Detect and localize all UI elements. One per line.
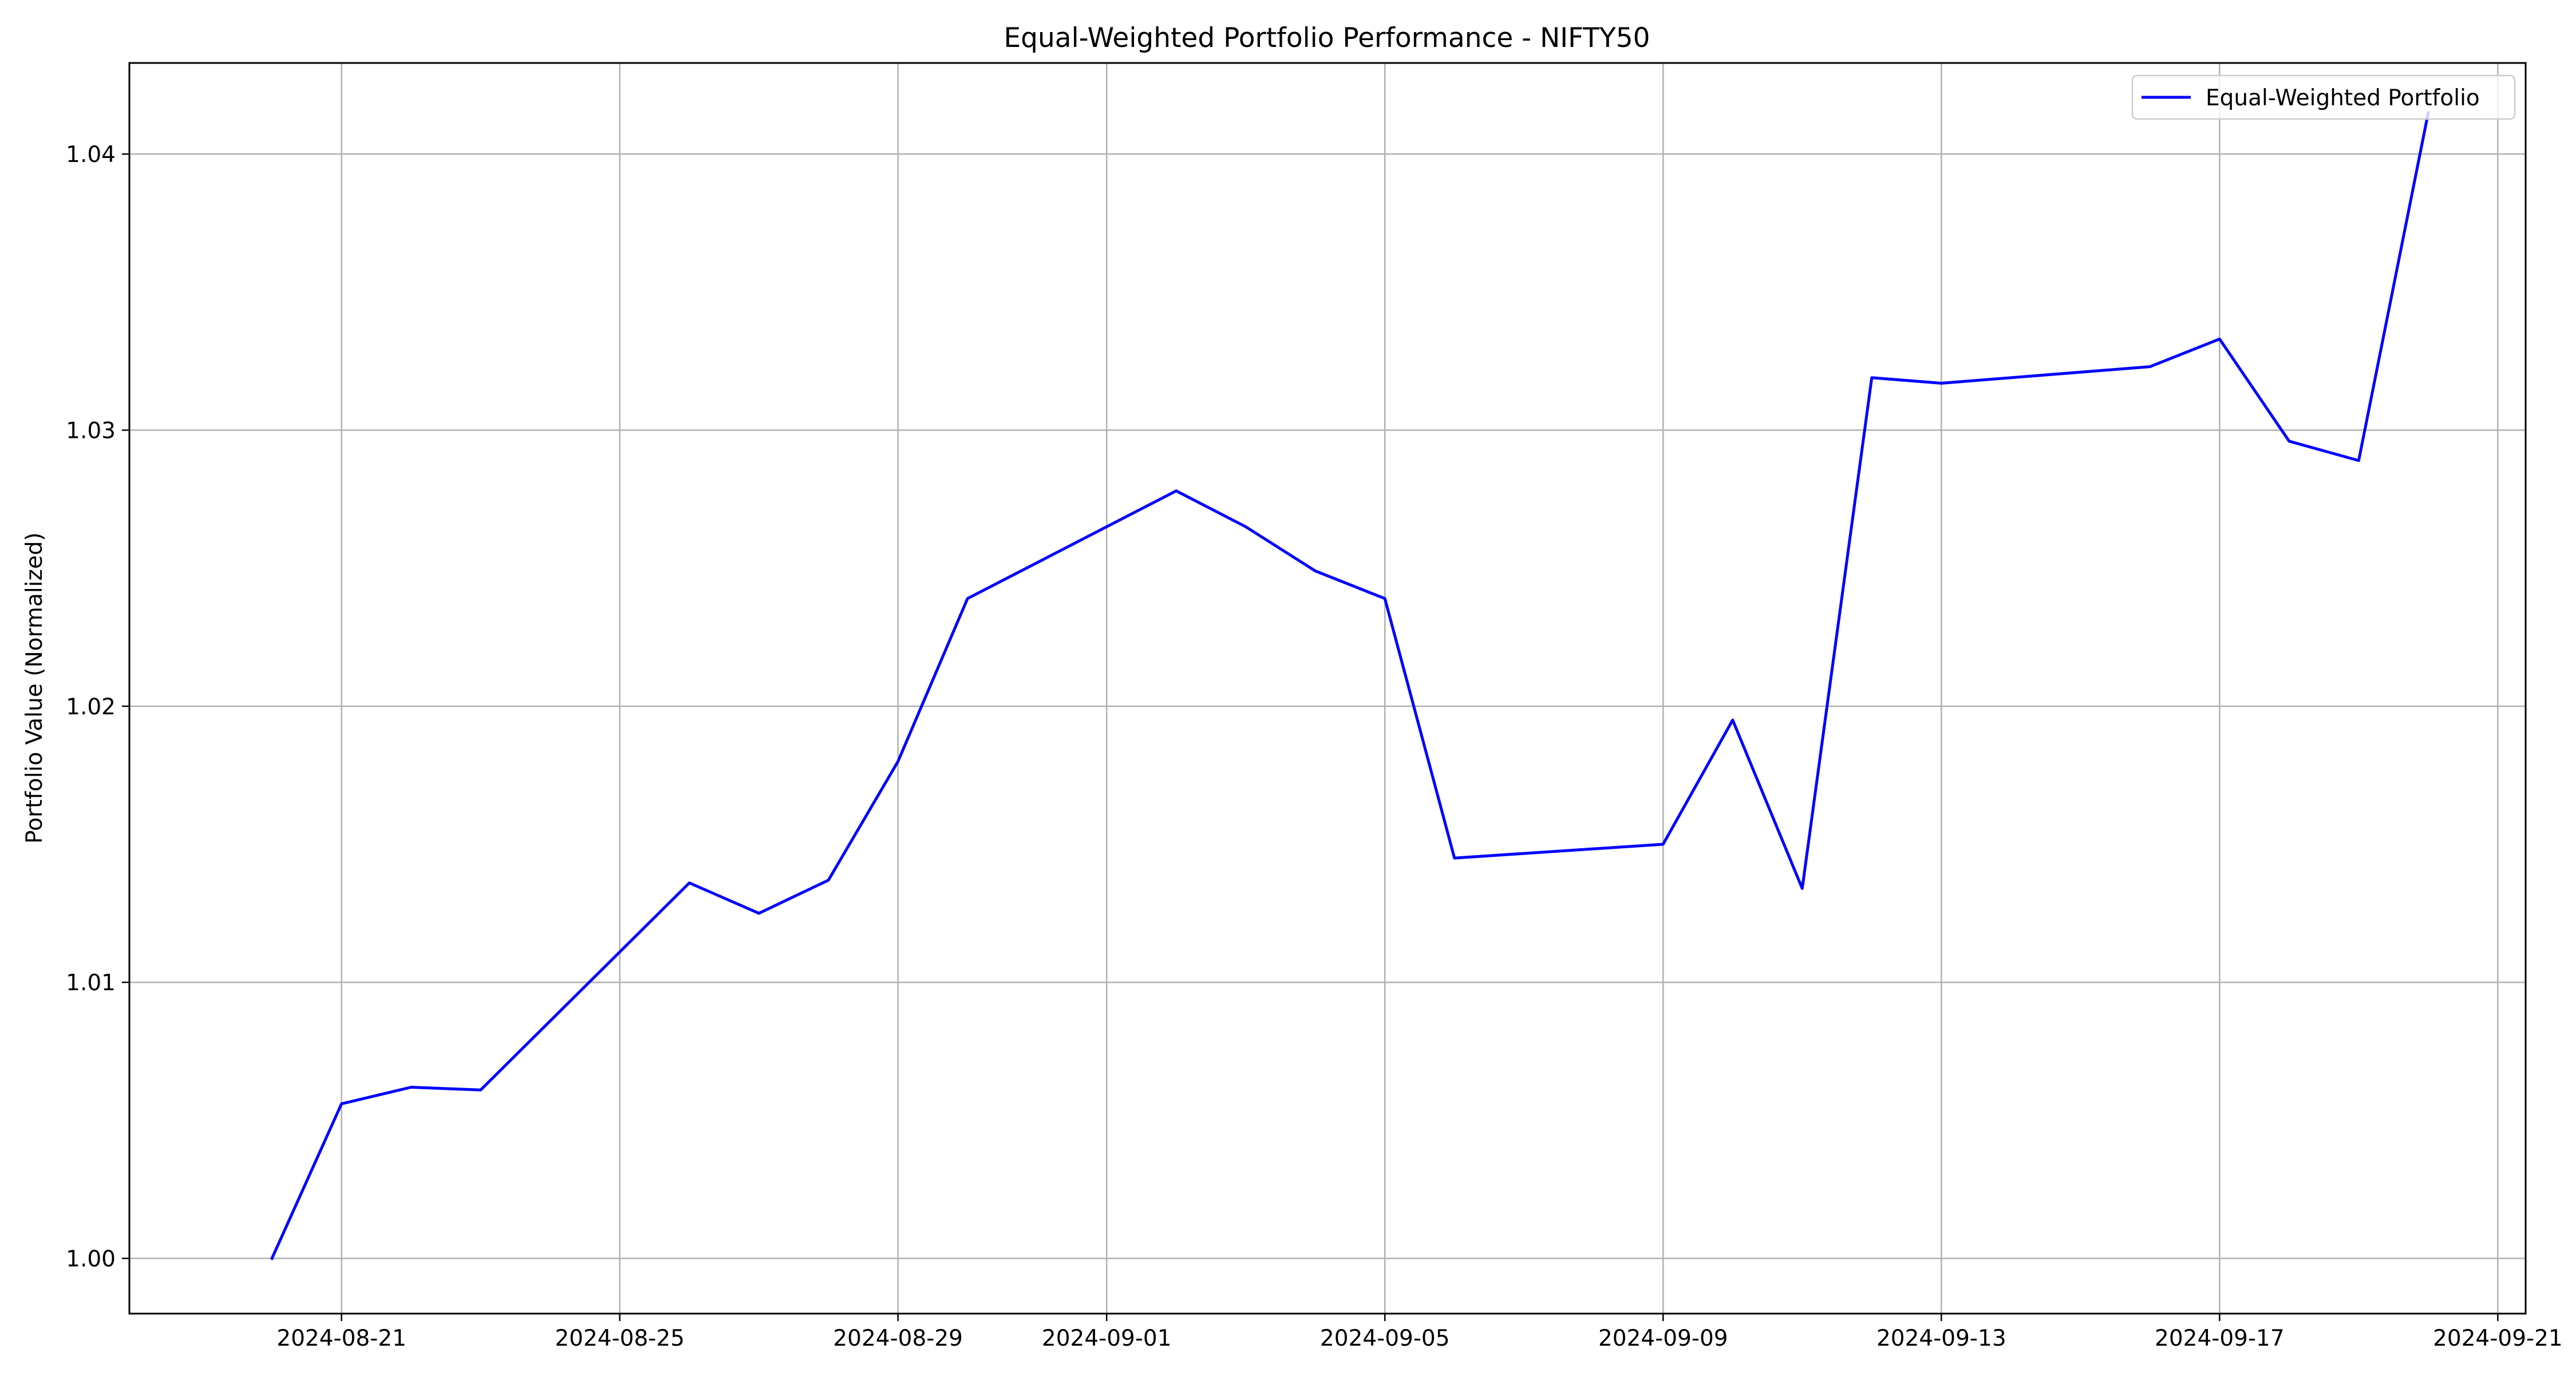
grid-lines <box>129 63 2526 1314</box>
y-tick-label: 1.02 <box>66 694 116 720</box>
y-axis: 1.00 1.01 1.02 1.03 1.04 <box>66 142 129 1272</box>
y-tick-label: 1.00 <box>66 1247 116 1272</box>
x-tick-label: 2024-09-13 <box>1876 1326 2006 1351</box>
x-tick-label: 2024-09-17 <box>2155 1326 2285 1351</box>
y-tick-label: 1.01 <box>66 970 116 996</box>
y-axis-label: Portfolio Value (Normalized) <box>22 532 48 844</box>
legend: Equal-Weighted Portfolio <box>2131 74 2516 120</box>
x-tick-label: 2024-09-05 <box>1320 1326 1450 1351</box>
chart-title: Equal-Weighted Portfolio Performance - N… <box>1003 22 1650 54</box>
y-tick-label: 1.03 <box>66 418 116 444</box>
legend-box <box>2131 74 2516 120</box>
series-layer <box>270 110 2430 1260</box>
x-axis: 2024-08-21 2024-08-25 2024-08-29 2024-09-01… <box>276 1314 2563 1351</box>
x-tick-label: 2024-09-01 <box>1042 1326 1172 1351</box>
x-tick-label: 2024-08-21 <box>276 1326 406 1351</box>
series-line <box>270 110 2430 1260</box>
x-tick-label: 2024-08-25 <box>555 1326 685 1351</box>
y-tick-label: 1.04 <box>66 142 116 168</box>
x-tick-label: 2024-08-29 <box>833 1326 963 1351</box>
x-tick-label: 2024-09-21 <box>2433 1326 2563 1351</box>
legend-label: Equal-Weighted Portfolio <box>2206 85 2480 111</box>
plot-frame <box>128 62 2527 1315</box>
x-tick-label: 2024-09-09 <box>1598 1326 1728 1351</box>
